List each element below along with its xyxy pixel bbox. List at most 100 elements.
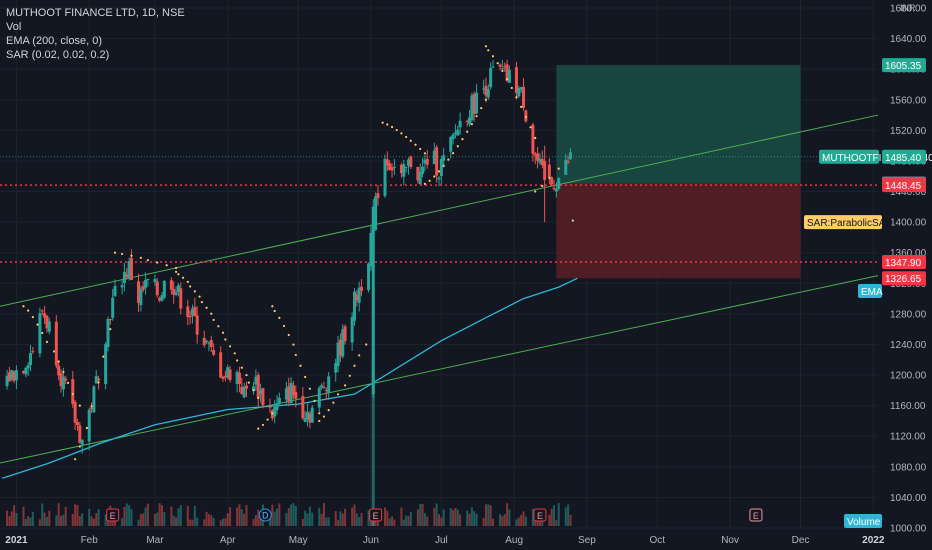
sar-dot	[97, 381, 100, 384]
volume-bar	[435, 503, 438, 526]
volume-bar	[163, 512, 166, 526]
candle-body	[399, 164, 403, 174]
earnings-marker: E	[749, 508, 763, 522]
volume-bar	[301, 518, 304, 526]
volume-bar	[553, 505, 556, 526]
volume-bar	[520, 514, 523, 526]
volume-bar	[95, 513, 98, 526]
volume-bar	[360, 513, 363, 526]
candle-body	[174, 292, 178, 295]
sar-dot	[480, 106, 483, 110]
loss-zone	[556, 183, 801, 279]
x-tick-label: Feb	[81, 535, 99, 546]
candle-body	[113, 285, 117, 297]
volume-bar	[254, 514, 257, 526]
candle-body	[522, 86, 526, 108]
volume-bar	[287, 508, 290, 526]
volume-bar	[38, 519, 41, 526]
y-tick-label: 1640.00	[890, 34, 927, 45]
candle-body	[127, 261, 131, 279]
candle-body	[125, 274, 129, 278]
sar-dot	[85, 426, 88, 430]
candle-body	[425, 158, 429, 165]
candle-body	[317, 388, 321, 408]
volume-bar	[259, 513, 262, 526]
sar-tag: SAR:ParabolicSAR	[804, 215, 893, 230]
sar-dot	[308, 387, 311, 390]
y-tick-label: 1120.00	[890, 432, 926, 443]
volume-tag: Volume	[844, 514, 882, 528]
candle-body	[451, 134, 455, 140]
y-tick-label: 1040.00	[890, 493, 927, 504]
volume-bar	[78, 516, 81, 526]
sar-dot	[189, 285, 192, 288]
candle-body	[371, 206, 375, 395]
candle-body	[533, 153, 537, 156]
candle-body	[338, 339, 342, 356]
candle-body	[221, 376, 225, 379]
symbol-title[interactable]: MUTHOOT FINANCE LTD, 1D, NSE	[6, 7, 185, 19]
volume-bar	[508, 509, 511, 526]
candle-body	[252, 386, 256, 391]
volume-bar	[57, 503, 60, 526]
candle-body	[406, 159, 410, 166]
volume-bar	[294, 505, 297, 526]
candle-body	[374, 196, 378, 231]
volume-bar	[179, 505, 182, 526]
volume-bar	[290, 504, 293, 526]
volume-tag-bg	[844, 514, 882, 528]
sar-dot	[405, 135, 408, 139]
sar-dot	[395, 128, 398, 132]
volume-bar	[27, 516, 30, 526]
sar-dot	[456, 145, 459, 148]
candle-body	[172, 288, 176, 295]
candle-body	[564, 160, 568, 175]
volume-bar	[236, 507, 239, 526]
candle-body	[78, 425, 82, 443]
volume-bar	[393, 519, 396, 526]
sar-dot	[381, 121, 384, 124]
earnings-marker-box	[369, 508, 383, 522]
x-tick-label: 2022	[862, 535, 885, 546]
sar-dot	[90, 405, 93, 408]
candle-body	[550, 177, 554, 185]
volume-bar	[327, 517, 330, 526]
y-tick-label: 1520.00	[890, 126, 927, 137]
sar-dot	[174, 270, 178, 273]
volume-bar	[41, 503, 44, 526]
x-tick-label: May	[289, 535, 308, 546]
volume-bar	[71, 514, 74, 526]
volume-bar	[10, 511, 13, 526]
sar-dot	[548, 176, 551, 180]
volume-bar	[130, 509, 133, 526]
volume-bar	[419, 503, 422, 526]
sar-dot	[423, 152, 427, 155]
sar-dot	[252, 389, 255, 392]
candle-body	[219, 352, 223, 378]
candle-body	[94, 376, 98, 384]
candle-body	[470, 95, 474, 121]
volume-bar	[325, 517, 328, 526]
volume-bar	[473, 511, 476, 526]
candle-body	[367, 263, 371, 290]
volume-bar	[308, 506, 311, 526]
sar-dot	[200, 300, 203, 304]
candle-body	[259, 390, 263, 395]
sar-dot	[130, 254, 133, 257]
ema-legend[interactable]: EMA (200, close, 0)	[6, 35, 102, 47]
sar-legend[interactable]: SAR (0.02, 0.02, 0.2)	[6, 49, 110, 61]
candle-body	[357, 287, 361, 303]
sar-dot	[318, 419, 321, 423]
sar-dot	[102, 355, 105, 358]
volume-bar	[121, 517, 124, 526]
volume-bar	[557, 503, 560, 526]
volume-bar	[569, 514, 572, 526]
sar-dots	[22, 45, 574, 461]
sar-dot	[177, 273, 180, 276]
volume-bar	[426, 516, 429, 526]
candle-body	[64, 378, 68, 381]
volume-legend[interactable]: Vol	[6, 21, 22, 33]
target-price-tag: 1605.35	[882, 58, 926, 73]
sar-dot	[57, 360, 60, 363]
